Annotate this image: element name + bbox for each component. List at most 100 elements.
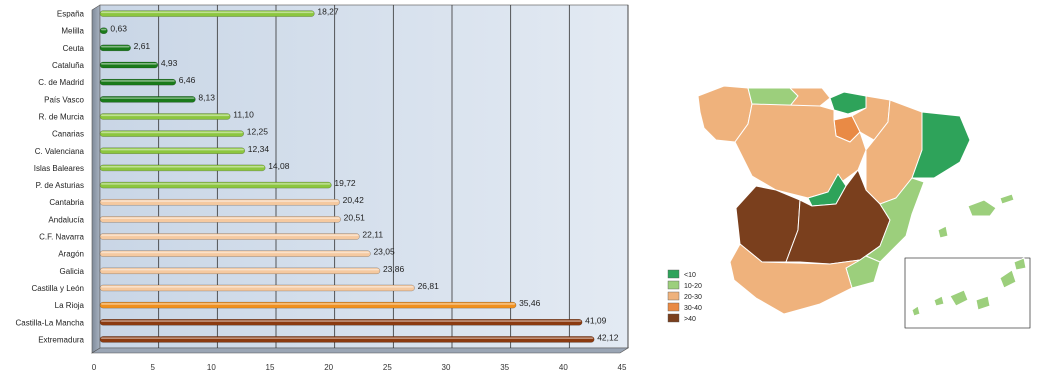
bar-highlight <box>101 131 243 134</box>
bar <box>99 336 595 343</box>
region-canarias-3 <box>975 295 991 311</box>
bar <box>99 319 583 326</box>
bar <box>99 96 196 103</box>
region-canarias-1 <box>933 295 945 307</box>
category-label: España <box>57 10 85 19</box>
x-tick-label: 20 <box>324 363 333 372</box>
bar-highlight <box>101 148 244 151</box>
bar-highlight <box>101 97 195 99</box>
category-label: Canarias <box>52 130 84 139</box>
bar <box>99 267 381 275</box>
region-andalucia <box>729 243 861 315</box>
category-label: Castilla y León <box>32 284 84 293</box>
bar <box>99 301 517 309</box>
category-label: C.F. Navarra <box>39 233 84 242</box>
value-label: 20,51 <box>344 212 366 222</box>
value-label: 8,13 <box>198 92 215 102</box>
region-cataluna <box>911 111 971 179</box>
bar-highlight <box>101 80 175 82</box>
category-label: La Rioja <box>55 301 85 310</box>
region-canarias-6 <box>911 305 921 317</box>
value-label: 22,11 <box>362 230 383 240</box>
bars <box>99 10 595 343</box>
plot-area <box>99 4 629 349</box>
value-label: 23,86 <box>383 264 405 274</box>
category-label: Cantabria <box>49 198 84 207</box>
legend-label: <10 <box>684 272 696 279</box>
legend-swatch <box>667 302 680 312</box>
value-label: 0,63 <box>110 24 127 34</box>
bar-highlight <box>101 63 157 65</box>
bar <box>99 233 360 240</box>
bar-highlight <box>101 303 516 305</box>
bar <box>99 181 332 189</box>
map-legend: <10 10-20 20-30 30-40 >40 <box>667 269 702 323</box>
bar <box>99 78 177 86</box>
category-label: Melilla <box>61 27 84 36</box>
x-tick-label: 10 <box>207 363 216 372</box>
chart-floor <box>90 347 630 354</box>
bar <box>99 216 341 223</box>
x-tick-label: 0 <box>92 363 97 372</box>
category-label: Galicia <box>60 267 85 276</box>
category-label: Castilla-La Mancha <box>16 318 85 327</box>
bar-highlight <box>101 320 582 322</box>
x-tick-label: 5 <box>150 363 155 372</box>
legend-label: >40 <box>684 316 696 323</box>
region-canarias-5 <box>1013 257 1027 271</box>
legend-swatch <box>667 269 680 279</box>
bar-highlight <box>101 183 331 185</box>
value-label: 41,09 <box>585 315 607 325</box>
legend-label: 30-40 <box>684 305 702 312</box>
bar <box>99 113 231 120</box>
value-label: 23,05 <box>373 247 395 257</box>
spain-map <box>697 85 1031 329</box>
bar <box>99 164 266 172</box>
bar-highlight <box>101 285 414 288</box>
bar-highlight <box>101 28 107 31</box>
canarias-inset-frame <box>904 257 1031 329</box>
bar <box>99 250 371 257</box>
bar-highlight <box>101 165 265 168</box>
value-label: 12,25 <box>247 127 269 137</box>
value-label: 26,81 <box>418 281 440 291</box>
value-label: 4,93 <box>161 58 178 68</box>
x-tick-label: 15 <box>266 363 275 372</box>
bar-highlight <box>101 234 359 237</box>
value-label: 19,72 <box>334 178 356 188</box>
bar <box>99 147 246 155</box>
bar-highlight <box>101 337 594 340</box>
bar <box>99 27 108 34</box>
legend-swatch <box>667 291 680 301</box>
region-baleares-mallorca <box>967 199 997 217</box>
bar <box>99 198 340 206</box>
region-canarias-4 <box>999 269 1017 289</box>
bar-highlight <box>101 114 230 117</box>
x-tick-label: 30 <box>442 363 451 372</box>
category-label: País Vasco <box>44 95 84 104</box>
value-label: 12,34 <box>248 144 270 154</box>
x-axis-ticks: 0 5 10 15 20 25 30 35 40 45 <box>92 363 627 372</box>
bar <box>99 61 159 69</box>
category-label: R. de Murcia <box>39 112 85 121</box>
bar-chart: España Melilla Ceuta Cataluña C. de Madrid Pa… <box>16 4 630 372</box>
bar-highlight <box>101 251 370 254</box>
value-label: 2,61 <box>134 41 151 51</box>
x-tick-label: 40 <box>559 363 568 372</box>
bar-highlight <box>101 200 339 202</box>
value-label: 20,42 <box>343 195 365 205</box>
region-baleares-menorca <box>999 193 1015 205</box>
category-label: Extremadura <box>38 335 84 344</box>
category-label: P. de Asturias <box>36 181 84 190</box>
value-label: 35,46 <box>519 298 541 308</box>
bar <box>99 44 131 52</box>
region-asturias <box>747 87 799 107</box>
grid-lines <box>158 5 629 348</box>
x-tick-label: 25 <box>383 363 392 372</box>
legend-label: 20-30 <box>684 294 702 301</box>
value-label: 14,08 <box>268 161 290 171</box>
category-label: Ceuta <box>63 44 85 53</box>
bar <box>99 130 244 137</box>
legend-swatch <box>667 280 680 290</box>
